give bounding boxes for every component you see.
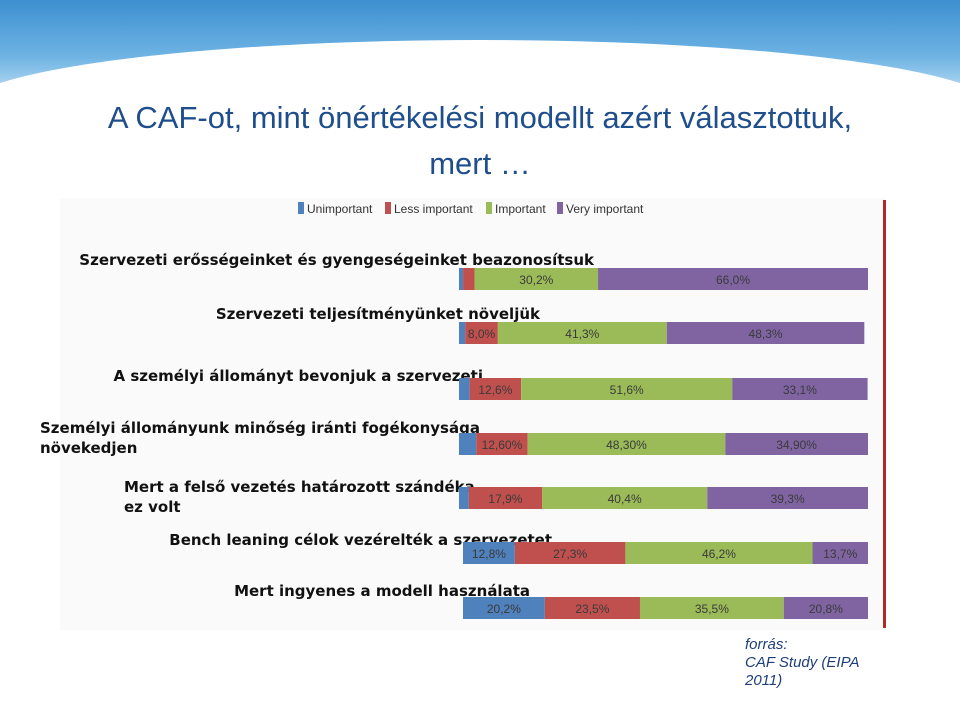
bar-segment bbox=[542, 487, 708, 509]
bar-segment bbox=[459, 378, 470, 400]
bar-segment bbox=[497, 322, 667, 344]
legend-label: Very important bbox=[566, 202, 644, 216]
category-label: növekedjen bbox=[40, 439, 137, 457]
category-label: Személyi állományunk minőség iránti fogé… bbox=[40, 419, 480, 437]
legend-label: Important bbox=[495, 202, 546, 216]
bar-segment bbox=[463, 268, 475, 290]
data-label: 30,2% bbox=[519, 273, 553, 287]
data-label: 48,3% bbox=[749, 327, 783, 341]
data-label: 12,60% bbox=[482, 438, 523, 452]
category-label: Szervezeti erősségeinket és gyengeségein… bbox=[79, 251, 595, 269]
header-curve bbox=[0, 40, 960, 180]
category-label: Mert a felső vezetés határozott szándéka bbox=[124, 478, 475, 496]
data-label: 51,6% bbox=[610, 383, 644, 397]
bar-segment bbox=[527, 433, 726, 455]
chart-border-line bbox=[883, 200, 886, 628]
legend-swatch bbox=[298, 202, 304, 214]
data-label: 39,3% bbox=[771, 492, 805, 506]
bar-segment bbox=[459, 487, 469, 509]
data-label: 66,0% bbox=[716, 273, 750, 287]
legend-swatch bbox=[385, 202, 391, 214]
data-label: 41,3% bbox=[565, 327, 599, 341]
data-label: 8,0% bbox=[468, 327, 496, 341]
data-label: 23,5% bbox=[575, 602, 609, 616]
bar-segment bbox=[514, 542, 626, 564]
data-label: 20,2% bbox=[487, 602, 521, 616]
bar-segment bbox=[468, 487, 543, 509]
bar-segment bbox=[521, 378, 733, 400]
bar-segment bbox=[474, 268, 599, 290]
bar-segment bbox=[544, 597, 640, 619]
data-label: 20,8% bbox=[809, 602, 843, 616]
slide-title-line2: mert … bbox=[429, 146, 531, 181]
bar-segment bbox=[459, 268, 464, 290]
bar-segment bbox=[459, 322, 466, 344]
legend-swatch bbox=[557, 202, 563, 214]
legend-swatch bbox=[486, 202, 492, 214]
data-label: 27,3% bbox=[553, 547, 587, 561]
source-line-3: 2011) bbox=[745, 672, 783, 689]
slide-title-line1: A CAF-ot, mint önértékelési modellt azér… bbox=[107, 100, 853, 135]
bar-segment bbox=[666, 322, 865, 344]
source-note: forrás: CAF Study (EIPA 2011) bbox=[745, 636, 860, 690]
data-label: 12,6% bbox=[478, 383, 512, 397]
bar-segment bbox=[469, 378, 522, 400]
data-label: 35,5% bbox=[695, 602, 729, 616]
bar-segment bbox=[463, 542, 515, 564]
source-line-2: CAF Study (EIPA bbox=[745, 654, 860, 671]
category-label: Mert ingyenes a modell használata bbox=[234, 582, 530, 600]
bar-segment bbox=[459, 433, 477, 455]
bar-segment bbox=[625, 542, 813, 564]
legend-label: Less important bbox=[394, 202, 473, 216]
legend-label: Unimportant bbox=[307, 202, 373, 216]
source-line-1: forrás: bbox=[745, 636, 788, 653]
data-label: 48,30% bbox=[606, 438, 647, 452]
bar-segment bbox=[707, 487, 868, 509]
bar-segment bbox=[732, 378, 868, 400]
category-label: Szervezeti teljesítményünket növeljük bbox=[216, 305, 541, 323]
data-label: 33,1% bbox=[783, 383, 817, 397]
bar-segment bbox=[598, 268, 868, 290]
bar-segment bbox=[465, 322, 498, 344]
bar-segment bbox=[476, 433, 528, 455]
data-label: 34,90% bbox=[776, 438, 817, 452]
data-label: 46,2% bbox=[702, 547, 736, 561]
data-label: 13,7% bbox=[823, 547, 857, 561]
category-label: ez volt bbox=[124, 498, 181, 516]
bar-segment bbox=[783, 597, 868, 619]
data-label: 17,9% bbox=[488, 492, 522, 506]
bar-segment bbox=[812, 542, 868, 564]
bar-segment bbox=[639, 597, 784, 619]
category-label: A személyi állományt bevonjuk a szerveze… bbox=[114, 367, 484, 385]
data-label: 12,8% bbox=[472, 547, 506, 561]
bar-segment bbox=[725, 433, 868, 455]
data-label: 40,4% bbox=[608, 492, 642, 506]
category-label: Bench leaning célok vezérelték a szervez… bbox=[169, 531, 552, 549]
bar-segment bbox=[463, 597, 545, 619]
